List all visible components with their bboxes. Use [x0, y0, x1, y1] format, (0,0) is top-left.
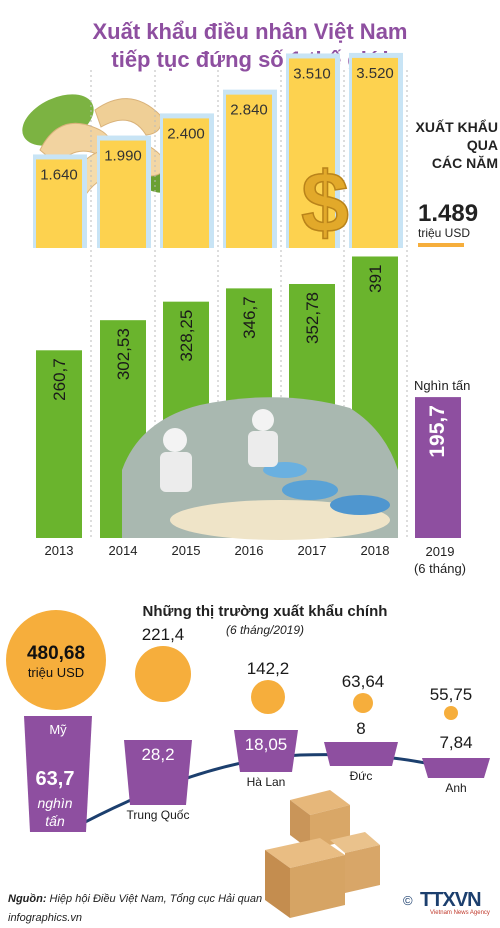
export-value-label: 3.510 [293, 65, 331, 82]
export-volume-bar [36, 350, 82, 538]
export-label-line1: XUẤT KHẨU [415, 119, 498, 135]
export-value-label: 1.640 [40, 166, 78, 183]
export-value-label: 2.400 [167, 125, 205, 142]
market-name-label: Trung Quốc [127, 808, 190, 822]
year-label: 2017 [297, 543, 327, 558]
source-text: Hiệp hội Điều Việt Nam, Tổng cục Hải qua… [49, 893, 263, 905]
usa-volume-unit-line2: tấn [45, 813, 65, 829]
market-value-label: 63,64 [342, 672, 385, 691]
market-value-bubble [135, 646, 191, 702]
year-label: 2015 [171, 543, 201, 558]
year-label: 2014 [108, 543, 138, 558]
page-title-line1: Xuất khẩu điều nhân Việt Nam [92, 19, 408, 44]
export-volume-label: 328,25 [177, 310, 196, 362]
year-label: 2013 [44, 543, 74, 558]
export-volume-label: 346,7 [240, 296, 259, 339]
export-value-label: 2.840 [230, 102, 268, 119]
export-value-label: 3.520 [356, 65, 394, 82]
market-volume-bar [324, 742, 398, 766]
market-volume-bar [24, 716, 92, 832]
market-name-label: Anh [445, 781, 466, 795]
cardboard-boxes-illustration [265, 790, 380, 918]
export-chart: 1.640 1.990 2.400 2.840 3.510 3.520 260,7 302,… [22, 52, 461, 540]
website-text: infographics.vn [8, 912, 82, 924]
market-volume-label: 8 [356, 719, 365, 738]
markets-chart: Mỹ 221,4 28,2 Trung Quốc 142,2 18,05 Hà Lan 63,… [6, 610, 490, 918]
export-label-line3: CÁC NĂM [431, 155, 498, 171]
year-label: 2018 [360, 543, 390, 558]
export-label-line2: QUA [466, 137, 498, 153]
volume-unit-label: Nghìn tấn [414, 378, 471, 393]
market-bubbles: Mỹ 221,4 28,2 Trung Quốc 142,2 18,05 Hà Lan 63,… [6, 610, 490, 832]
market-value-bubble [444, 706, 458, 720]
dollar-icon: $ [301, 155, 349, 251]
export-value-bar [36, 159, 82, 248]
market-value-bubble [353, 693, 373, 713]
export-volume-label: 195,7 [426, 405, 449, 458]
agency-sub: Vietnam News Agency [430, 910, 490, 916]
year-2019-line2: (6 tháng) [413, 561, 467, 576]
copyright-icon: © [403, 893, 413, 908]
market-value-label: 221,4 [142, 625, 185, 644]
market-value-bubble [251, 680, 285, 714]
export-value-bar [163, 118, 209, 249]
markets-title: Những thị trường xuất khẩu chính [142, 603, 388, 620]
usa-value-unit: triệu USD [27, 665, 85, 680]
export-value-bars: 1.640 1.990 2.400 2.840 3.510 3.520 [33, 52, 408, 538]
market-value-label: 55,75 [430, 685, 473, 704]
export-volume-label: 391 [366, 264, 385, 292]
export-value-bar [100, 140, 146, 248]
market-value-bubble [6, 610, 106, 710]
usa-volume-unit-line1: nghìn [37, 795, 73, 811]
export-2019-value: 1.489 [418, 200, 479, 227]
page-title-line2: tiếp tục đứng số 1 thế giới [111, 47, 389, 72]
export-value-label: 1.990 [104, 148, 142, 165]
market-volume-label: 28,2 [141, 745, 174, 764]
market-name-label: Mỹ [49, 722, 67, 737]
export-volume-bar-2019 [415, 397, 461, 538]
year-2019-line1: 2019 [425, 544, 455, 559]
export-2019-unit: triệu USD [418, 226, 471, 240]
year-label: 2016 [234, 543, 264, 558]
export-value-bar [226, 94, 272, 248]
market-name-label: Đức [350, 769, 373, 783]
factory-photo [122, 397, 398, 540]
market-volume-bar [124, 740, 192, 805]
export-volume-label: 352,78 [303, 292, 322, 344]
export-volume-label: 260,7 [50, 358, 69, 401]
market-volume-bar [422, 758, 490, 778]
usa-value-label: 480,68 [26, 643, 86, 664]
market-name-label: Hà Lan [247, 775, 286, 789]
agency-logo: TTXVN [420, 889, 482, 911]
market-volume-label: 18,05 [245, 735, 288, 754]
export-volume-label: 302,53 [114, 328, 133, 380]
export-2019-bar [418, 243, 464, 247]
export-value-bar [352, 57, 398, 248]
markets-subtitle: (6 tháng/2019) [225, 623, 305, 637]
market-volume-bar [234, 730, 298, 772]
market-volume-label: 7,84 [439, 733, 472, 752]
source-label: Nguồn: [8, 893, 47, 905]
export-value-bar [289, 58, 335, 249]
usa-volume-label: 63,7 [35, 768, 75, 790]
market-value-label: 142,2 [247, 659, 290, 678]
